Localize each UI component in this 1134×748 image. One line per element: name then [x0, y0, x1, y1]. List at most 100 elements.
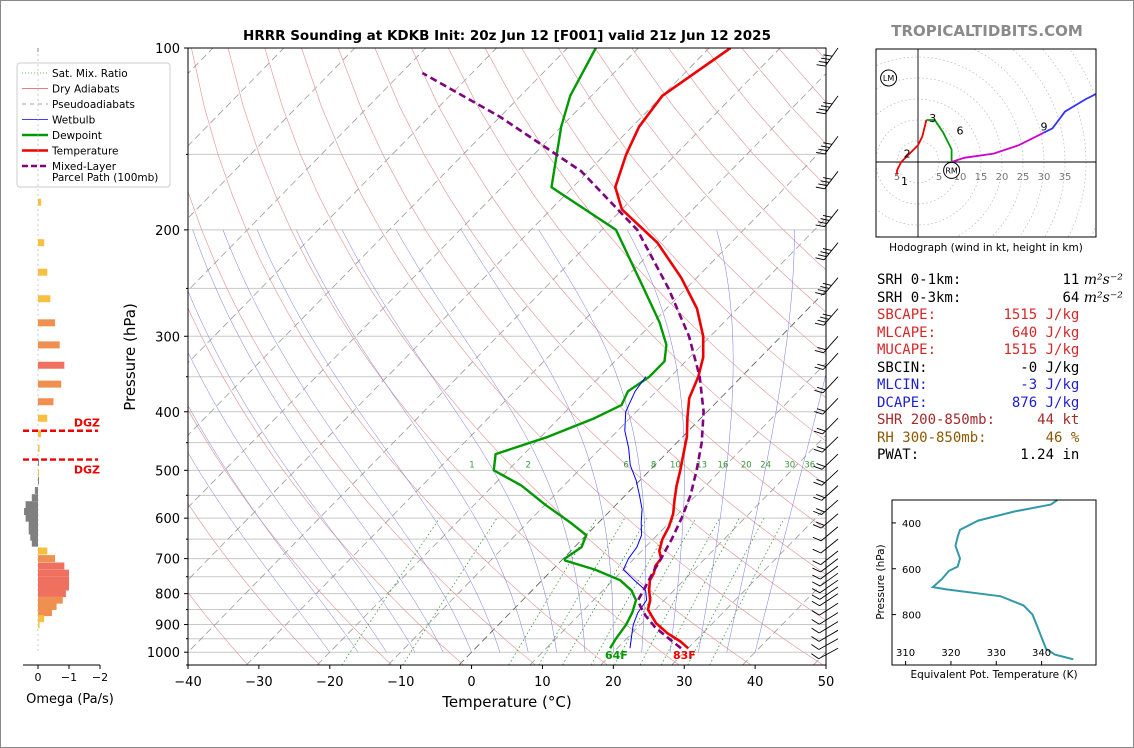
isotherm — [246, 72, 826, 665]
wind-barb — [811, 621, 839, 634]
skewt-plot-frame — [187, 47, 827, 666]
wind-barb — [812, 513, 839, 529]
barb-flag — [812, 581, 821, 587]
wind-barb — [812, 558, 839, 573]
hodograph-height-label: 1 — [901, 175, 908, 188]
theta-e-y-tick-label: 800 — [902, 611, 921, 622]
hodograph-plot: 5 5 10 15 20 25 30 35 1 2 3 6 9 LM RM — [876, 49, 1096, 237]
wind-barb — [811, 602, 839, 616]
parameter-value: 1.24 in — [1003, 447, 1080, 463]
theta-e-x-tick-label: 320 — [941, 648, 960, 659]
mixing-ratio-label: 10 — [670, 460, 681, 470]
legend: Sat. Mix. Ratio Dry Adiabats Pseudoadiabat… — [16, 62, 171, 188]
parameter-row: SRH 0-3km: 64 m²s⁻² — [877, 290, 1123, 308]
omega-bar — [38, 477, 39, 485]
barb-flag — [820, 316, 829, 320]
barb-flag — [813, 430, 823, 435]
y-tick-label: 900 — [155, 619, 180, 634]
mixing-ratio-line — [402, 517, 498, 665]
theta-e-y-label: Pressure (hPa) — [875, 544, 887, 619]
theta-e-x-label: Equivalent Pot. Temperature (K) — [910, 669, 1077, 681]
omega-bar — [38, 615, 45, 623]
wind-barb — [811, 629, 839, 642]
barb-shaft — [822, 397, 839, 415]
isotherm — [600, 434, 826, 665]
barb-shaft — [818, 638, 839, 650]
x-tick-label: −40 — [174, 675, 201, 690]
barb-shaft — [825, 47, 839, 67]
isotherm — [671, 506, 826, 665]
parameter-row: SBCAPE: 1515 J/kg — [877, 307, 1123, 325]
barb-flag — [814, 366, 824, 370]
legend-label: Parcel Path (100mb) — [52, 172, 158, 184]
x-tick-label: 50 — [818, 675, 835, 690]
wind-barb — [812, 538, 839, 554]
barb-shaft — [818, 647, 839, 660]
omega-bar — [38, 239, 45, 247]
x-tick-label: 20 — [605, 675, 622, 690]
hodograph-panel: 5 5 10 15 20 25 30 35 1 2 3 6 9 LM RM — [876, 49, 1096, 237]
barb-shaft — [824, 171, 839, 190]
omega-bar — [38, 555, 56, 563]
omega-bar — [38, 268, 48, 276]
hodograph-trace — [896, 119, 928, 175]
parameter-value: 44 kt — [1003, 412, 1080, 428]
y-tick-label: 300 — [155, 330, 180, 345]
mixing-ratio-line — [590, 517, 675, 665]
barb-flag — [815, 257, 825, 261]
barb-flag — [821, 57, 831, 60]
pseudoadiabat — [698, 229, 734, 653]
barb-flag — [814, 411, 823, 415]
wind-barb — [811, 593, 839, 607]
wind-barb — [814, 335, 839, 354]
barb-flag — [817, 319, 827, 323]
pseudoadiabat — [627, 229, 685, 653]
parameter-row: MUCAPE: 1515 J/kg — [877, 342, 1123, 360]
mixing-ratio-label: 8 — [651, 460, 656, 470]
wind-barb — [815, 242, 839, 261]
y-tick-label: 600 — [155, 512, 180, 527]
legend-label: Temperature — [51, 146, 119, 158]
pseudoadiabat — [188, 452, 330, 653]
dry-adiabat — [191, 48, 608, 665]
profile-mixed-layer — [421, 71, 705, 650]
omega-bar — [38, 198, 42, 206]
barb-shaft — [818, 629, 839, 642]
storm-motion-label: LM — [883, 74, 894, 83]
barb-flag — [823, 54, 833, 57]
barb-flag — [814, 350, 824, 354]
barb-flag — [817, 347, 827, 351]
y-axis-label: Pressure (hPa) — [121, 303, 139, 411]
barb-shaft — [821, 513, 839, 529]
omega-bar — [38, 380, 62, 388]
mixing-ratio-line — [562, 517, 648, 665]
omega-bar — [31, 494, 38, 502]
omega-bar — [25, 514, 38, 522]
hodograph-ring-label: 30 — [1038, 172, 1051, 183]
omega-bar — [38, 469, 39, 477]
wind-barb — [813, 499, 839, 516]
wind-barbs — [811, 47, 839, 660]
dry-adiabat — [188, 502, 321, 665]
parameter-value: -0 J/kg — [1003, 359, 1080, 376]
dry-adiabat — [374, 48, 826, 575]
omega-bar — [38, 319, 56, 327]
barb-flag — [813, 496, 822, 501]
barb-flag — [823, 142, 833, 145]
dgz-label: DGZ — [74, 464, 100, 477]
theta-e-y-tick-label: 400 — [902, 519, 921, 530]
theta-e-panel: 310 320 330 340 400 600 800 — [892, 499, 1074, 665]
skewt-profile-lines — [421, 48, 732, 650]
storm-motion-marker — [880, 69, 898, 87]
parameter-label: RH 300-850mb: — [877, 429, 1004, 446]
barb-flag — [815, 186, 825, 190]
dry-adiabat — [264, 48, 752, 665]
omega-bar — [38, 576, 69, 584]
isotherm — [188, 48, 710, 581]
barb-flag — [813, 510, 822, 516]
wind-barb — [812, 550, 839, 566]
parameter-row: MLCAPE: 640 J/kg — [877, 325, 1123, 343]
parameters-table: SRH 0-1km: 11 m²s⁻² SRH 0-3km: 64 m²s⁻² SB… — [877, 272, 1123, 465]
x-tick-label: −10 — [387, 675, 414, 690]
barb-flag — [812, 574, 821, 580]
